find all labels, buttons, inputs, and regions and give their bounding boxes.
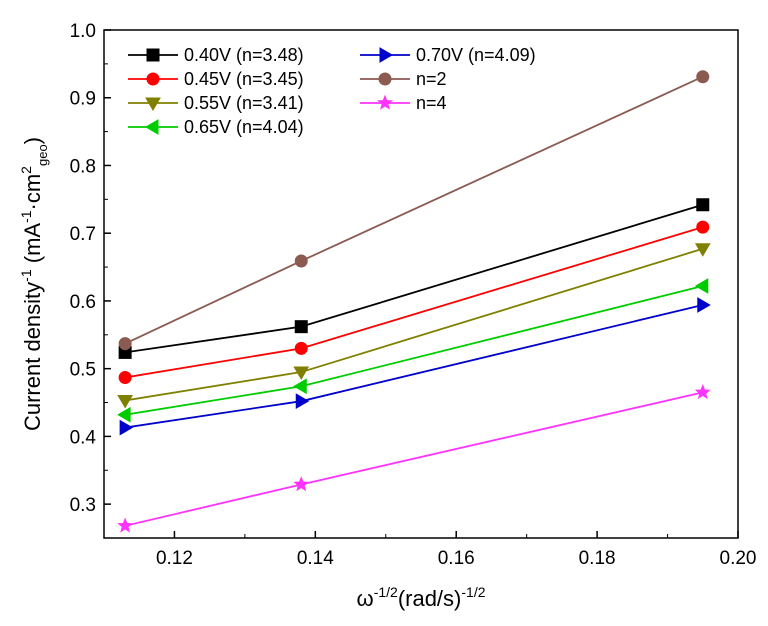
axis-ticks: 0.12 0.14 0.16 0.18 0.20 0.3 0.4 0.5 0.6 0.7 0.8 0.… (70, 21, 757, 569)
y-tick-label: 0.3 (70, 495, 96, 516)
y-axis-label-base-sup: -1 (18, 269, 34, 282)
x-axis-label: ω-1/2(rad/s)-1/2 (357, 584, 486, 611)
y-tick-label: 0.5 (70, 360, 96, 381)
y-axis-label-mid: ·cm (20, 174, 45, 211)
data-point (117, 395, 134, 409)
y-tick-label: 0.7 (70, 224, 96, 245)
series-6 (117, 383, 711, 533)
data-point (694, 278, 709, 294)
data-point (294, 341, 308, 355)
legend: 0.40V (n=3.48) 0.45V (n=3.45) 0.55V (n=3.4… (128, 45, 536, 137)
series-3 (117, 278, 709, 423)
legend-label: n=4 (416, 93, 447, 113)
data-point (117, 517, 134, 533)
data-point (696, 198, 710, 212)
x-tick-label: 0.14 (297, 548, 334, 569)
legend-entry: 0.55V (n=3.41) (128, 93, 304, 113)
y-axis-label-cm-sup: 2 (18, 166, 34, 174)
legend-label: 0.55V (n=3.41) (184, 93, 304, 113)
series-2 (117, 243, 711, 409)
legend-entry: 0.40V (n=3.48) (128, 45, 304, 65)
plot-area (103, 29, 739, 539)
legend-entry: 0.65V (n=4.04) (128, 117, 304, 137)
data-point (117, 406, 131, 423)
y-tick-label: 0.6 (70, 292, 96, 313)
legend-marker (379, 47, 393, 63)
data-point (293, 366, 310, 381)
legend-entry: 0.70V (n=4.09) (360, 45, 536, 65)
legend-label: 0.45V (n=3.45) (184, 69, 304, 89)
y-axis-label-a-sup: -1 (18, 210, 34, 223)
legend-marker (146, 48, 160, 62)
x-tick-label: 0.16 (438, 548, 475, 569)
y-axis-label-cm-sub: geo (35, 144, 50, 166)
series-4 (119, 297, 711, 436)
series-1 (118, 220, 710, 384)
legend-marker (146, 72, 160, 86)
legend-label: 0.70V (n=4.09) (416, 45, 536, 65)
legend-entry: n=2 (360, 69, 447, 89)
data-point (694, 243, 711, 257)
legend-label: n=2 (416, 69, 447, 89)
x-tick-label: 0.20 (720, 548, 757, 569)
data-point (694, 383, 711, 400)
data-point (294, 320, 308, 334)
data-point (696, 70, 710, 84)
legend-entry: n=4 (360, 93, 447, 113)
x-axis-label-base-sup: -1/2 (374, 584, 398, 600)
data-point (697, 297, 711, 313)
x-axis-label-base: ω (357, 586, 374, 611)
y-axis-label-close: ) (20, 137, 45, 144)
data-point (294, 254, 308, 268)
data-point (696, 220, 710, 234)
y-tick-label: 0.8 (70, 156, 96, 177)
data-point (119, 419, 134, 436)
x-tick-label: 0.18 (579, 548, 616, 569)
legend-label: 0.65V (n=4.04) (184, 117, 304, 137)
x-axis-label-rest: (rad/s) (398, 586, 462, 611)
series-5 (118, 70, 710, 351)
y-tick-label: 0.4 (70, 427, 97, 448)
legend-marker (145, 119, 159, 135)
data-point (118, 370, 132, 384)
legend-label: 0.40V (n=3.48) (184, 45, 304, 65)
legend-marker (145, 97, 161, 111)
legend-entry: 0.45V (n=3.45) (128, 69, 304, 89)
data-point (295, 393, 310, 410)
series-0 (118, 198, 710, 359)
y-tick-label: 0.9 (70, 89, 96, 110)
legend-marker (378, 72, 392, 86)
y-axis-label-open: (mA (20, 223, 45, 270)
y-axis-label-base: Current density (20, 282, 45, 431)
x-axis-label-rest-sup: -1/2 (461, 584, 485, 600)
x-tick-label: 0.12 (156, 548, 193, 569)
legend-marker (377, 94, 393, 110)
series-layer (117, 70, 711, 533)
y-tick-label: 1.0 (70, 21, 96, 42)
data-point (293, 476, 310, 492)
data-point (118, 337, 132, 351)
data-point (293, 378, 307, 395)
y-axis-label: Current density-1 (mA-1·cm2geo) (18, 137, 50, 431)
